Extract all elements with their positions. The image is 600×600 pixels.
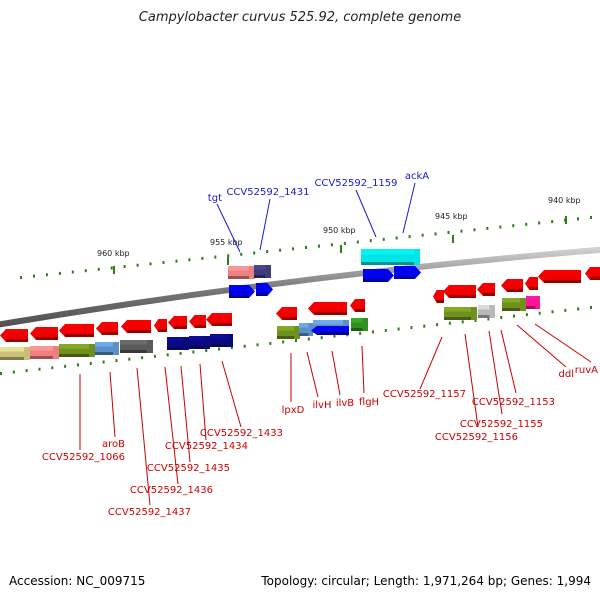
leader-line-r15 (516, 324, 567, 368)
gene-feature-6 (154, 319, 167, 332)
leader-line-f1 (259, 198, 271, 251)
reverse-gene-label-1: aroB (102, 439, 125, 450)
gene-feature-16 (501, 279, 523, 292)
leader-line-r5 (199, 363, 207, 441)
tick-label-1: 940 kbp (548, 196, 581, 205)
reverse-gene-label-11: flgH (359, 397, 379, 408)
gene-feature-41 (361, 249, 420, 265)
gene-feature-36 (311, 326, 349, 335)
gene-feature-5 (121, 320, 151, 333)
gene-feature-2 (30, 327, 58, 340)
tick-label-2: 945 kbp (435, 212, 468, 221)
reverse-gene-label-6: CCV52592_1434 (165, 441, 248, 452)
leader-line-r11 (419, 336, 443, 390)
gene-features (0, 249, 600, 360)
reverse-gene-label-14: CCV52592_1155 (460, 419, 543, 430)
leader-line-r13 (488, 330, 503, 415)
reverse-gene-label-16: ddl (559, 369, 574, 380)
gene-feature-26 (189, 336, 210, 349)
leader-line-r2 (136, 367, 151, 506)
leader-line-r0 (109, 371, 116, 438)
gene-feature-28 (277, 326, 300, 339)
gene-feature-38 (254, 265, 271, 278)
leader-line-r6 (221, 360, 242, 428)
leader-line-f3 (402, 182, 416, 234)
forward-gene-label-1: tgt (208, 193, 222, 204)
map-title: Campylobacter curvus 525.92, complete ge… (138, 10, 462, 25)
gene-feature-22 (59, 344, 95, 357)
leader-line-r9 (331, 350, 341, 396)
reverse-gene-label-2: CCV52592_1066 (42, 452, 125, 463)
reverse-gene-label-10: ilvB (336, 398, 354, 409)
forward-gene-label-3: CCV52592_1159 (314, 178, 397, 189)
gene-feature-4 (96, 322, 118, 335)
leader-line-f2 (355, 189, 377, 238)
gene-feature-39 (229, 285, 255, 298)
reverse-gene-label-3: CCV52592_1437 (108, 507, 191, 518)
forward-gene-label-2: CCV52592_1431 (226, 187, 309, 198)
gene-feature-11 (308, 302, 347, 315)
gene-feature-10 (276, 307, 297, 320)
gene-feature-25 (167, 337, 189, 350)
reverse-gene-label-5: CCV52592_1435 (147, 463, 230, 474)
gene-feature-27 (210, 334, 233, 347)
gene-feature-31 (351, 318, 368, 331)
leader-line-r3 (164, 366, 179, 485)
reverse-gene-label-12: CCV52592_1157 (383, 389, 466, 400)
gene-feature-9 (206, 313, 232, 326)
leader-line-r4 (180, 365, 191, 463)
gene-feature-8 (189, 315, 206, 328)
tick-label-4: 955 kbp (210, 238, 243, 247)
leader-line-r16 (534, 323, 592, 363)
gene-feature-13 (433, 290, 444, 303)
reverse-gene-label-4: CCV52592_1436 (130, 485, 213, 496)
gene-feature-40 (256, 283, 273, 296)
gene-feature-29 (299, 323, 313, 336)
reverse-gene-label-13: CCV52592_1156 (435, 432, 518, 443)
gene-feature-34 (502, 298, 526, 311)
gene-feature-35 (526, 296, 540, 309)
leader-line-r8 (306, 351, 319, 398)
scale-ticks: 940 kbp 945 kbp 950 kbp 955 kbp 960 kbp (0, 196, 592, 375)
reverse-gene-label-9: ilvH (313, 400, 332, 411)
tick-label-3: 950 kbp (323, 226, 356, 235)
reverse-gene-label-15: CCV52592_1153 (472, 397, 555, 408)
gene-feature-15 (477, 283, 495, 296)
gene-feature-14 (443, 285, 476, 298)
tick-label-5: 960 kbp (97, 249, 130, 258)
gene-feature-32 (444, 307, 477, 320)
label-leader-lines (79, 182, 592, 506)
gene-labels: tgt CCV52592_1431 CCV52592_1159 ackA aroB CCV… (42, 171, 598, 518)
gene-feature-12 (350, 299, 365, 312)
gene-feature-20 (0, 347, 30, 360)
accession-text: Accession: NC_009715 (9, 574, 146, 588)
leader-line-r12 (464, 333, 479, 428)
gene-feature-18 (538, 270, 581, 283)
reverse-gene-label-8: lpxD (282, 405, 305, 416)
leader-line-r10 (361, 345, 365, 394)
gene-feature-23 (95, 342, 119, 355)
genome-backbone (0, 246, 600, 328)
gene-feature-43 (394, 266, 421, 279)
leader-line-f0 (216, 203, 241, 253)
gene-feature-17 (525, 277, 538, 290)
topology-text: Topology: circular; Length: 1,971,264 bp… (261, 574, 591, 588)
gene-feature-1 (0, 329, 28, 342)
gene-feature-37 (228, 266, 255, 279)
gene-feature-19 (585, 267, 600, 280)
leader-line-r14 (500, 329, 517, 394)
gene-feature-42 (363, 269, 394, 282)
gene-feature-33 (478, 305, 495, 318)
gene-feature-7 (168, 316, 187, 329)
reverse-gene-label-17: ruvA (575, 365, 598, 376)
forward-gene-label-4: ackA (405, 171, 429, 182)
gene-feature-3 (59, 324, 94, 337)
gene-feature-24 (120, 340, 153, 353)
reverse-gene-label-7: CCV52592_1433 (200, 428, 283, 439)
gene-feature-21 (30, 346, 59, 359)
